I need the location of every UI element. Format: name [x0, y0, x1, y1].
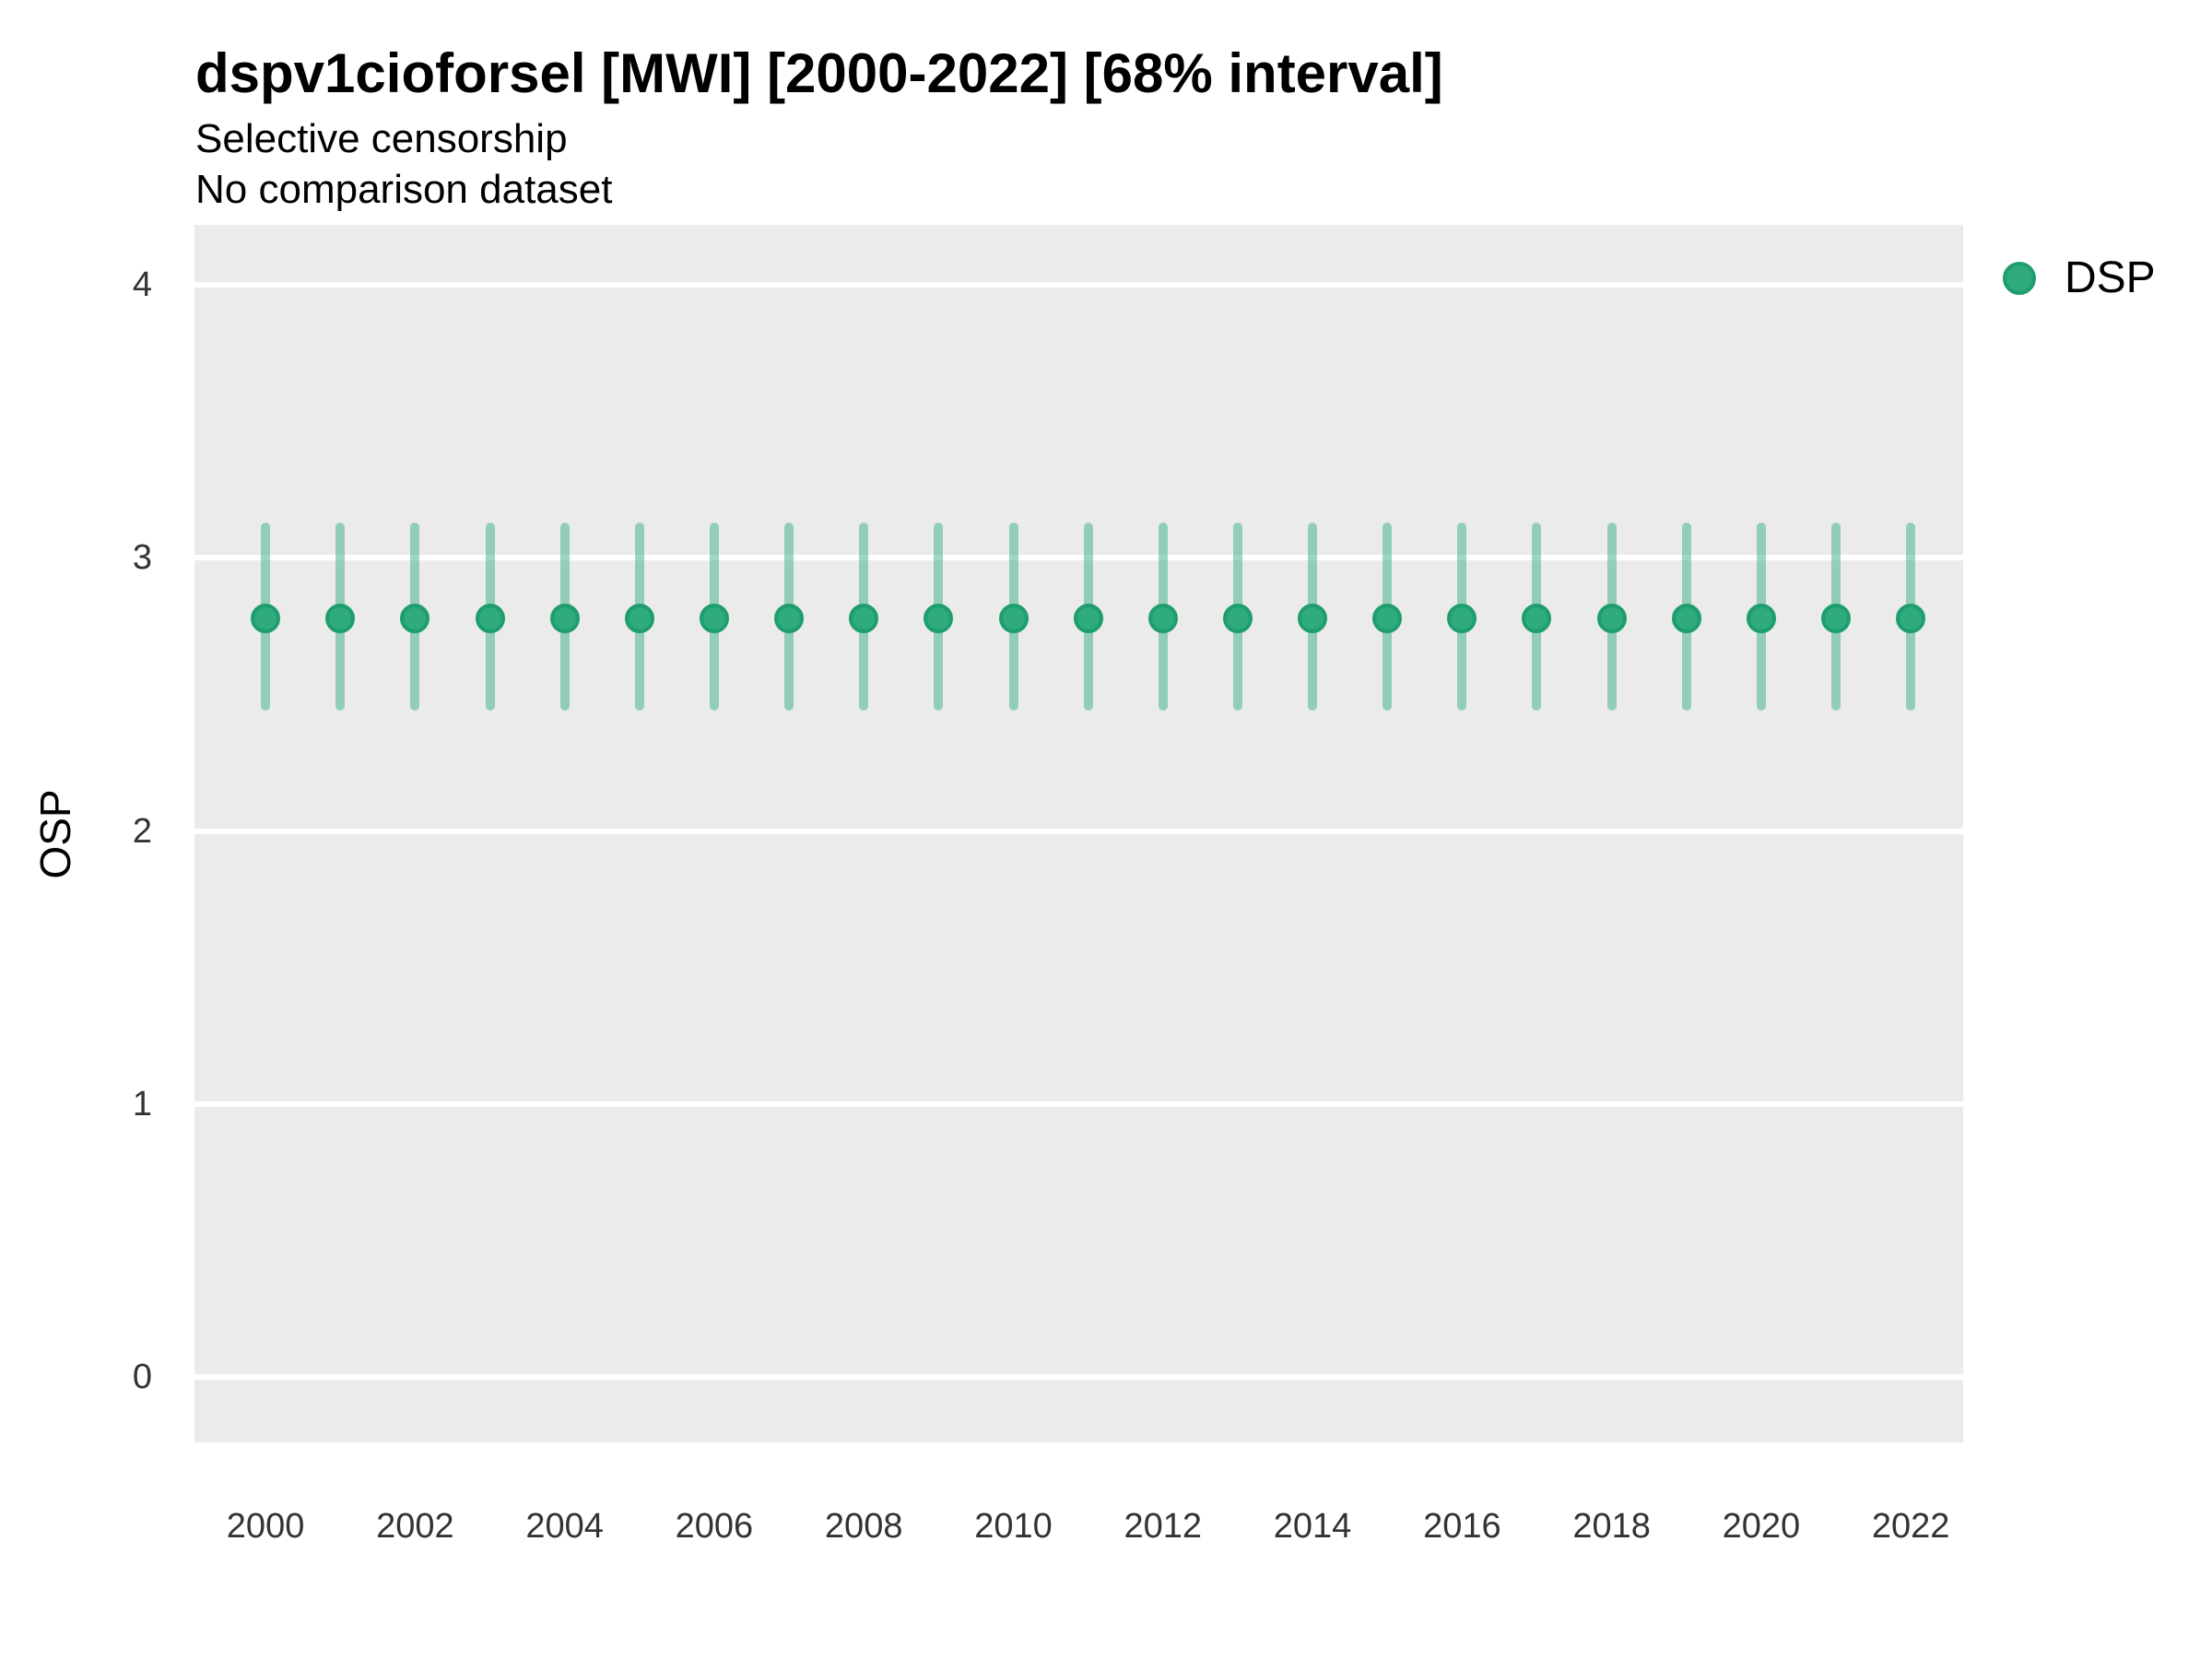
- y-tick-label: 0: [132, 1357, 152, 1396]
- data-point: [251, 603, 281, 633]
- data-point: [699, 603, 729, 633]
- data-point: [924, 603, 954, 633]
- data-point: [1896, 603, 1926, 633]
- plot-panel: [194, 225, 1963, 1442]
- y-tick-label: 2: [132, 811, 152, 851]
- x-tick-label: 2010: [974, 1507, 1053, 1546]
- x-tick-label: 2002: [376, 1507, 454, 1546]
- chart-subtitle-line2: No comparison dataset: [195, 167, 613, 212]
- data-point: [475, 603, 505, 633]
- x-tick-label: 2016: [1423, 1507, 1501, 1546]
- legend-dsp-marker: [2003, 262, 2036, 295]
- data-point: [774, 603, 805, 633]
- legend-dsp-label: DSP: [2065, 253, 2156, 302]
- y-axis-title: OSP: [31, 789, 79, 879]
- data-point: [624, 603, 654, 633]
- data-point: [1372, 603, 1403, 633]
- chart-subtitle-line1: Selective censorship: [195, 116, 568, 161]
- x-tick-label: 2000: [226, 1507, 305, 1546]
- x-tick-label: 2004: [525, 1507, 604, 1546]
- data-point: [998, 603, 1029, 633]
- data-point: [1147, 603, 1178, 633]
- y-tick-label: 1: [132, 1084, 152, 1124]
- data-point: [849, 603, 879, 633]
- x-tick-label: 2022: [1871, 1507, 1950, 1546]
- data-point: [549, 603, 580, 633]
- x-tick-label: 2014: [1273, 1507, 1352, 1546]
- y-tick-label: 3: [132, 538, 152, 578]
- y-gridline: [194, 1100, 1963, 1107]
- y-gridline: [194, 282, 1963, 288]
- y-tick-label: 4: [132, 265, 152, 305]
- data-point: [1522, 603, 1552, 633]
- data-point: [1821, 603, 1852, 633]
- x-tick-label: 2006: [675, 1507, 754, 1546]
- x-tick-label: 2018: [1572, 1507, 1651, 1546]
- data-point: [400, 603, 430, 633]
- data-point: [1298, 603, 1328, 633]
- data-point: [1596, 603, 1627, 633]
- y-gridline: [194, 828, 1963, 834]
- x-tick-label: 2012: [1124, 1507, 1203, 1546]
- y-gridline: [194, 555, 1963, 561]
- data-point: [1671, 603, 1701, 633]
- data-point: [1222, 603, 1253, 633]
- data-point: [1447, 603, 1477, 633]
- chart-title: dspv1cioforsel [MWI] [2000-2022] [68% in…: [195, 42, 1443, 104]
- data-point: [1746, 603, 1776, 633]
- y-gridline: [194, 1373, 1963, 1380]
- data-point: [325, 603, 356, 633]
- data-point: [1073, 603, 1103, 633]
- x-tick-label: 2020: [1722, 1507, 1801, 1546]
- x-tick-label: 2008: [824, 1507, 903, 1546]
